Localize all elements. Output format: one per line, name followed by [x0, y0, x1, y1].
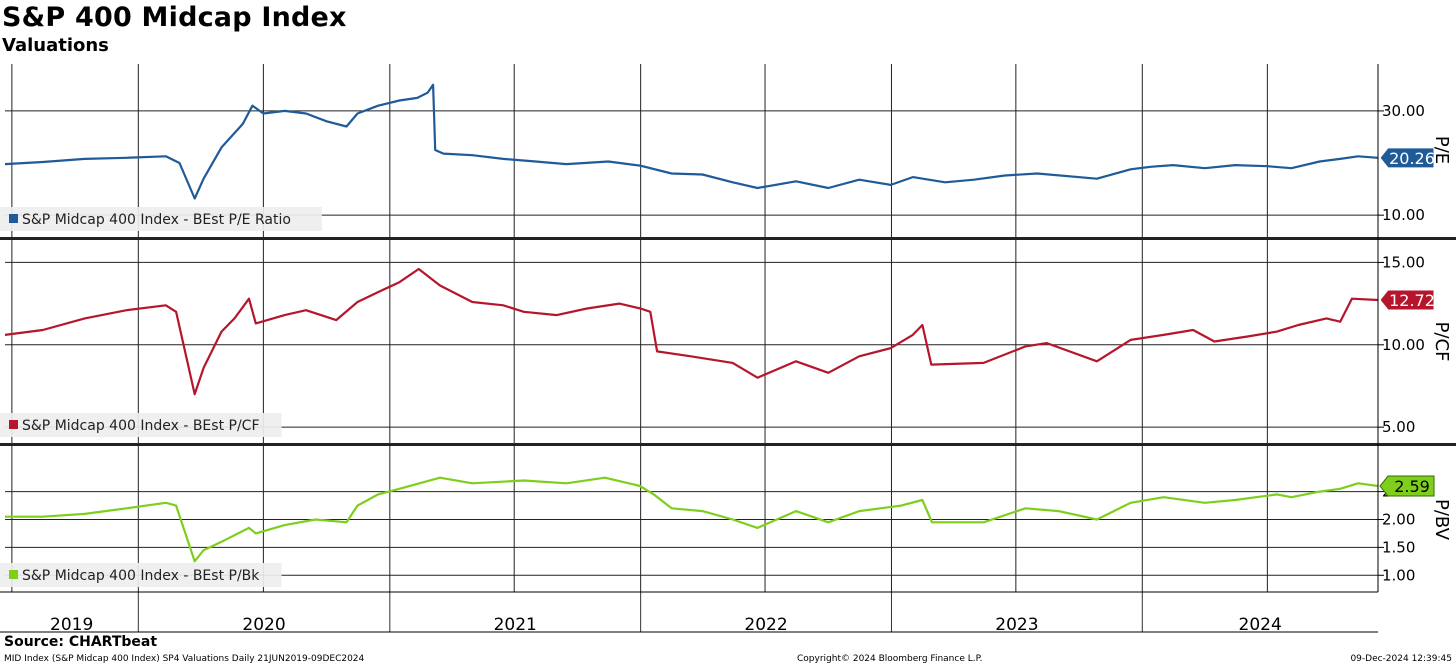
y-axis-title-pcf: P/CF: [1431, 322, 1452, 362]
y-tick-label-pe: 10.00: [1382, 206, 1425, 224]
series-line-pe: [4, 83, 1379, 200]
y-axis-title-pe: P/E: [1431, 136, 1452, 164]
legend-pcf: S&P Midcap 400 Index - BEst P/CF: [0, 413, 282, 437]
x-tick-label-2023: 2023: [995, 615, 1038, 635]
legend-label: S&P Midcap 400 Index - BEst P/E Ratio: [22, 212, 291, 228]
y-tick-label-pcf: 15.00: [1382, 253, 1425, 271]
y-tick-label-pbv: 1.00: [1382, 566, 1415, 584]
footer-timestamp: 09-Dec-2024 12:39:45: [1350, 654, 1452, 664]
badge-shape: [1379, 289, 1435, 311]
last-value-label: 20.26: [1389, 149, 1435, 168]
y-tick-label-pe: 30.00: [1382, 102, 1425, 120]
footer-description: MID Index (S&P Midcap 400 Index) SP4 Val…: [4, 654, 365, 664]
x-tick-label-2022: 2022: [744, 615, 787, 635]
chart-subtitle: Valuations: [2, 35, 109, 56]
y-tick-label-pbv: 2.00: [1382, 511, 1415, 529]
legend-box: [0, 563, 282, 587]
frame-layer: [0, 64, 1456, 633]
last-value-badge-pe: 20.26: [1379, 147, 1435, 169]
last-value-label: 2.59: [1394, 477, 1430, 496]
legend-label: S&P Midcap 400 Index - BEst P/CF: [22, 418, 260, 434]
legend-swatch: [9, 214, 18, 223]
legend-box: [0, 207, 322, 231]
y-axis-title-pbv: P/BV: [1431, 499, 1452, 541]
legend-pbv: S&P Midcap 400 Index - BEst P/Bk: [0, 563, 282, 587]
footer-copyright: Copyright© 2024 Bloomberg Finance L.P.: [797, 654, 983, 664]
badge-layer: 20.26 12.72 2.59: [1379, 147, 1435, 497]
badge-shape: [1379, 475, 1435, 497]
chart-title: S&P 400 Midcap Index: [2, 2, 347, 33]
panel-divider: [0, 443, 1456, 446]
series-layer: [4, 83, 1379, 563]
legend-label: S&P Midcap 400 Index - BEst P/Bk: [22, 568, 260, 584]
x-tick-label-2019: 2019: [50, 615, 93, 635]
last-value-badge-pbv: 2.59: [1379, 475, 1435, 497]
legend-box: [0, 413, 282, 437]
last-value-label: 12.72: [1389, 291, 1435, 310]
legend-layer: S&P Midcap 400 Index - BEst P/E Ratio S&P…: [0, 207, 322, 587]
series-line-pbv: [5, 476, 1379, 563]
badge-shape: [1379, 147, 1435, 169]
legend-swatch: [9, 570, 18, 579]
last-value-badge-pcf: 12.72: [1379, 289, 1435, 311]
axis-layer: 2019 2020 2021 2022 2023 2024 10.00 30.00 P/E 5.0…: [50, 102, 1452, 635]
y-tick-label-pcf: 10.00: [1382, 336, 1425, 354]
series-line-pcf: [4, 267, 1379, 396]
source-label: Source: CHARTbeat: [4, 634, 158, 650]
legend-pe: S&P Midcap 400 Index - BEst P/E Ratio: [0, 207, 322, 231]
y-tick-label-pcf: 5.00: [1382, 418, 1415, 436]
x-tick-label-2020: 2020: [242, 615, 285, 635]
x-tick-label-2021: 2021: [494, 615, 537, 635]
y-tick-label-pbv: 1.50: [1382, 538, 1415, 556]
panel-divider: [0, 237, 1456, 240]
legend-swatch: [9, 420, 18, 429]
x-tick-label-2024: 2024: [1239, 615, 1282, 635]
